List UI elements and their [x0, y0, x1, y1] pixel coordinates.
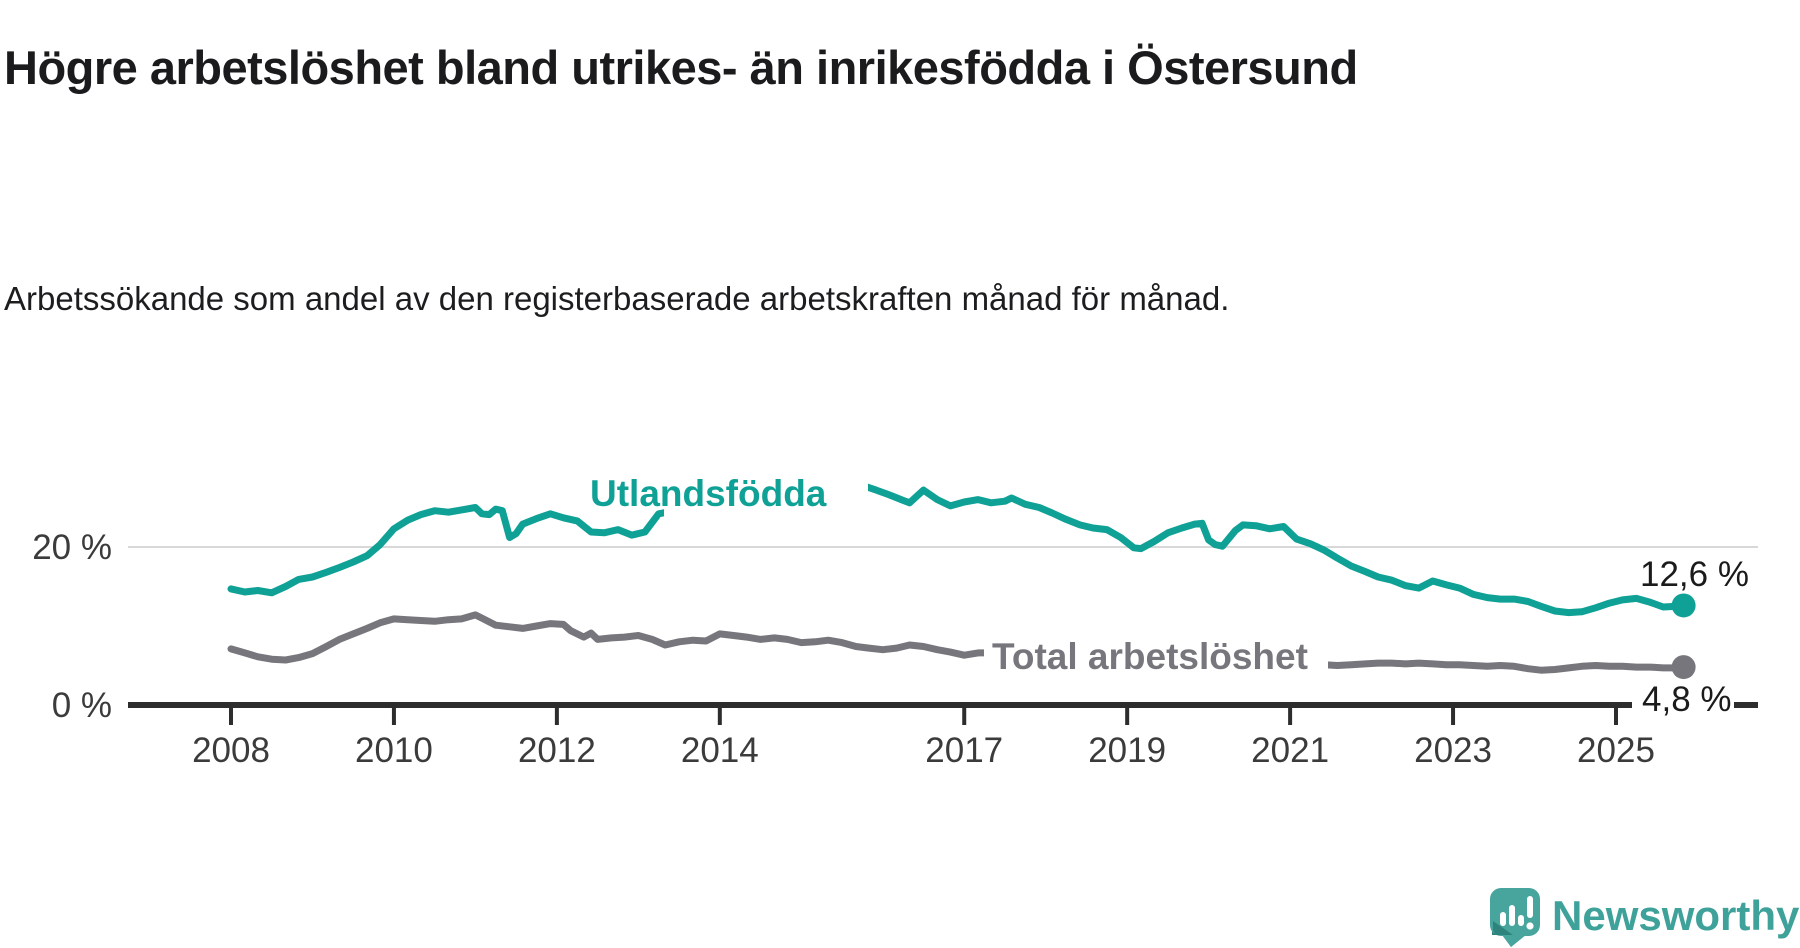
y-axis-label: 20 %	[32, 528, 112, 567]
newsworthy-logo-text: Newsworthy	[1552, 892, 1800, 939]
page-title: Högre arbetslöshet bland utrikes- än inr…	[4, 41, 1358, 95]
series-value-label-total-arbetsloshet: 4,8 %	[1642, 680, 1732, 719]
newsworthy-logo: Newsworthy	[1490, 888, 1800, 947]
x-tick-label: 2008	[192, 731, 270, 770]
x-tick-label: 2012	[518, 731, 596, 770]
series-endpoint-dot-utlandsfodda	[1671, 593, 1696, 618]
x-tick-label: 2025	[1577, 731, 1655, 770]
x-tick-label: 2010	[355, 731, 433, 770]
page-subtitle: Arbetssökande som andel av den registerb…	[4, 280, 1230, 317]
value-label-mask-total-arbetsloshet	[1632, 684, 1734, 716]
series-label-mask-total-arbetsloshet	[984, 638, 1328, 680]
x-tick-label: 2023	[1414, 731, 1492, 770]
x-tick-label: 2019	[1088, 731, 1166, 770]
series-label-utlandsfodda: Utlandsfödda	[590, 473, 827, 514]
y-axis-label: 0 %	[52, 686, 112, 725]
series-label-total-arbetsloshet: Total arbetslöshet	[992, 636, 1308, 677]
x-tick-label: 2021	[1251, 731, 1329, 770]
x-tick-label: 2014	[681, 731, 759, 770]
series-line-total-arbetsloshet	[227, 611, 1688, 674]
series-label-mask-utlandsfodda	[664, 462, 868, 520]
x-tick-label: 2017	[925, 731, 1003, 770]
series-line-utlandsfodda	[227, 481, 1688, 617]
series-endpoint-dot-total-arbetsloshet	[1671, 655, 1696, 680]
series-value-label-utlandsfodda: 12,6 %	[1640, 555, 1749, 594]
newsworthy-logo-bubble-icon	[1490, 888, 1540, 947]
